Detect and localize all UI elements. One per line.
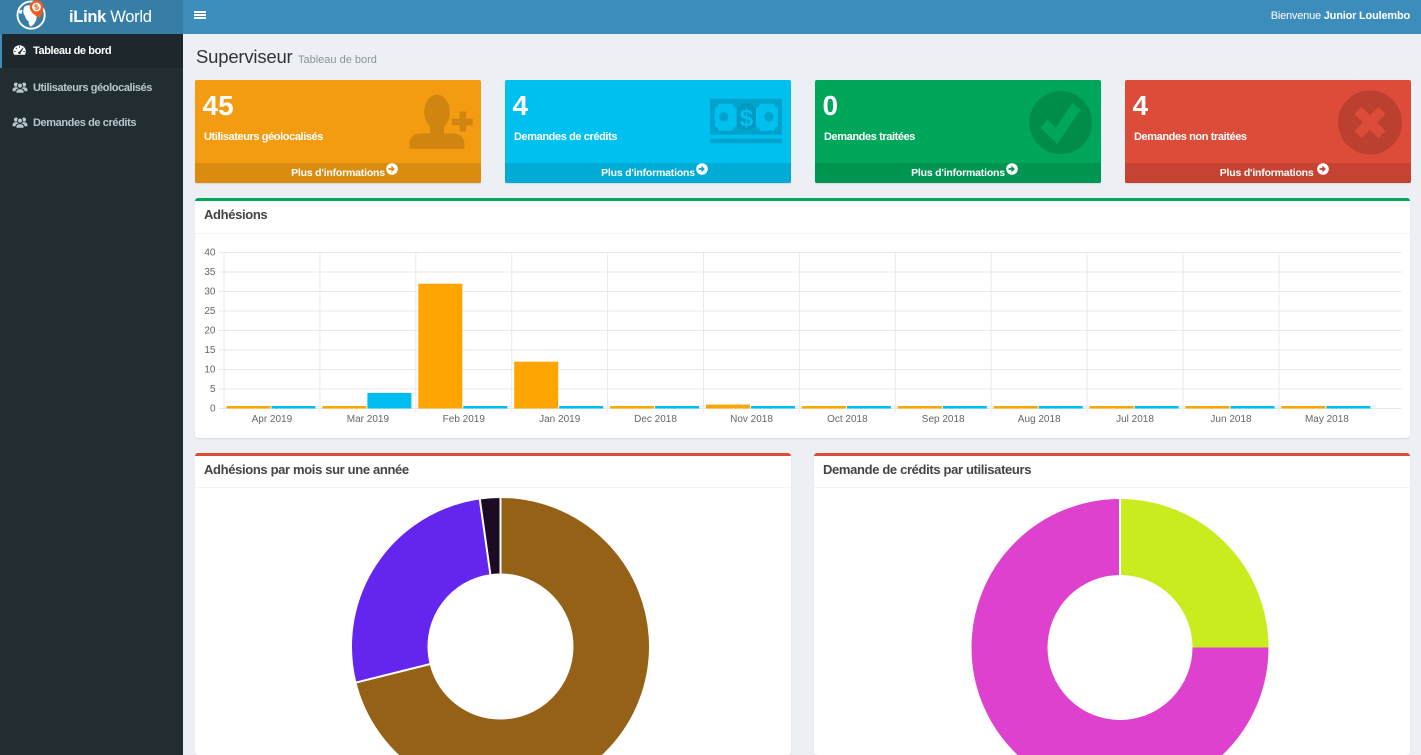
svg-text:$: $	[33, 2, 40, 12]
svg-text:Dec 2018: Dec 2018	[634, 414, 677, 425]
svg-text:Sep 2018: Sep 2018	[922, 414, 965, 425]
svg-text:0: 0	[210, 404, 216, 415]
svg-text:40: 40	[204, 248, 216, 259]
svg-text:Aug 2018: Aug 2018	[1018, 414, 1061, 425]
svg-text:30: 30	[204, 287, 216, 298]
svg-text:25: 25	[204, 306, 216, 317]
svg-text:35: 35	[204, 267, 216, 278]
svg-text:Nov 2018: Nov 2018	[730, 414, 773, 425]
svg-text:15: 15	[204, 345, 216, 356]
svg-text:Jun 2018: Jun 2018	[1210, 414, 1252, 425]
svg-text:Jan 2019: Jan 2019	[539, 414, 581, 425]
svg-text:Apr 2019: Apr 2019	[252, 414, 293, 425]
svg-text:Feb 2019: Feb 2019	[443, 414, 486, 425]
svg-text:May 2018: May 2018	[1305, 414, 1349, 425]
svg-text:5: 5	[210, 384, 216, 395]
svg-text:Mar 2019: Mar 2019	[347, 414, 390, 425]
svg-text:10: 10	[204, 365, 216, 376]
svg-text:20: 20	[204, 326, 216, 337]
svg-text:$: $	[740, 105, 754, 132]
svg-text:Oct 2018: Oct 2018	[827, 414, 868, 425]
svg-text:Jul 2018: Jul 2018	[1116, 414, 1154, 425]
